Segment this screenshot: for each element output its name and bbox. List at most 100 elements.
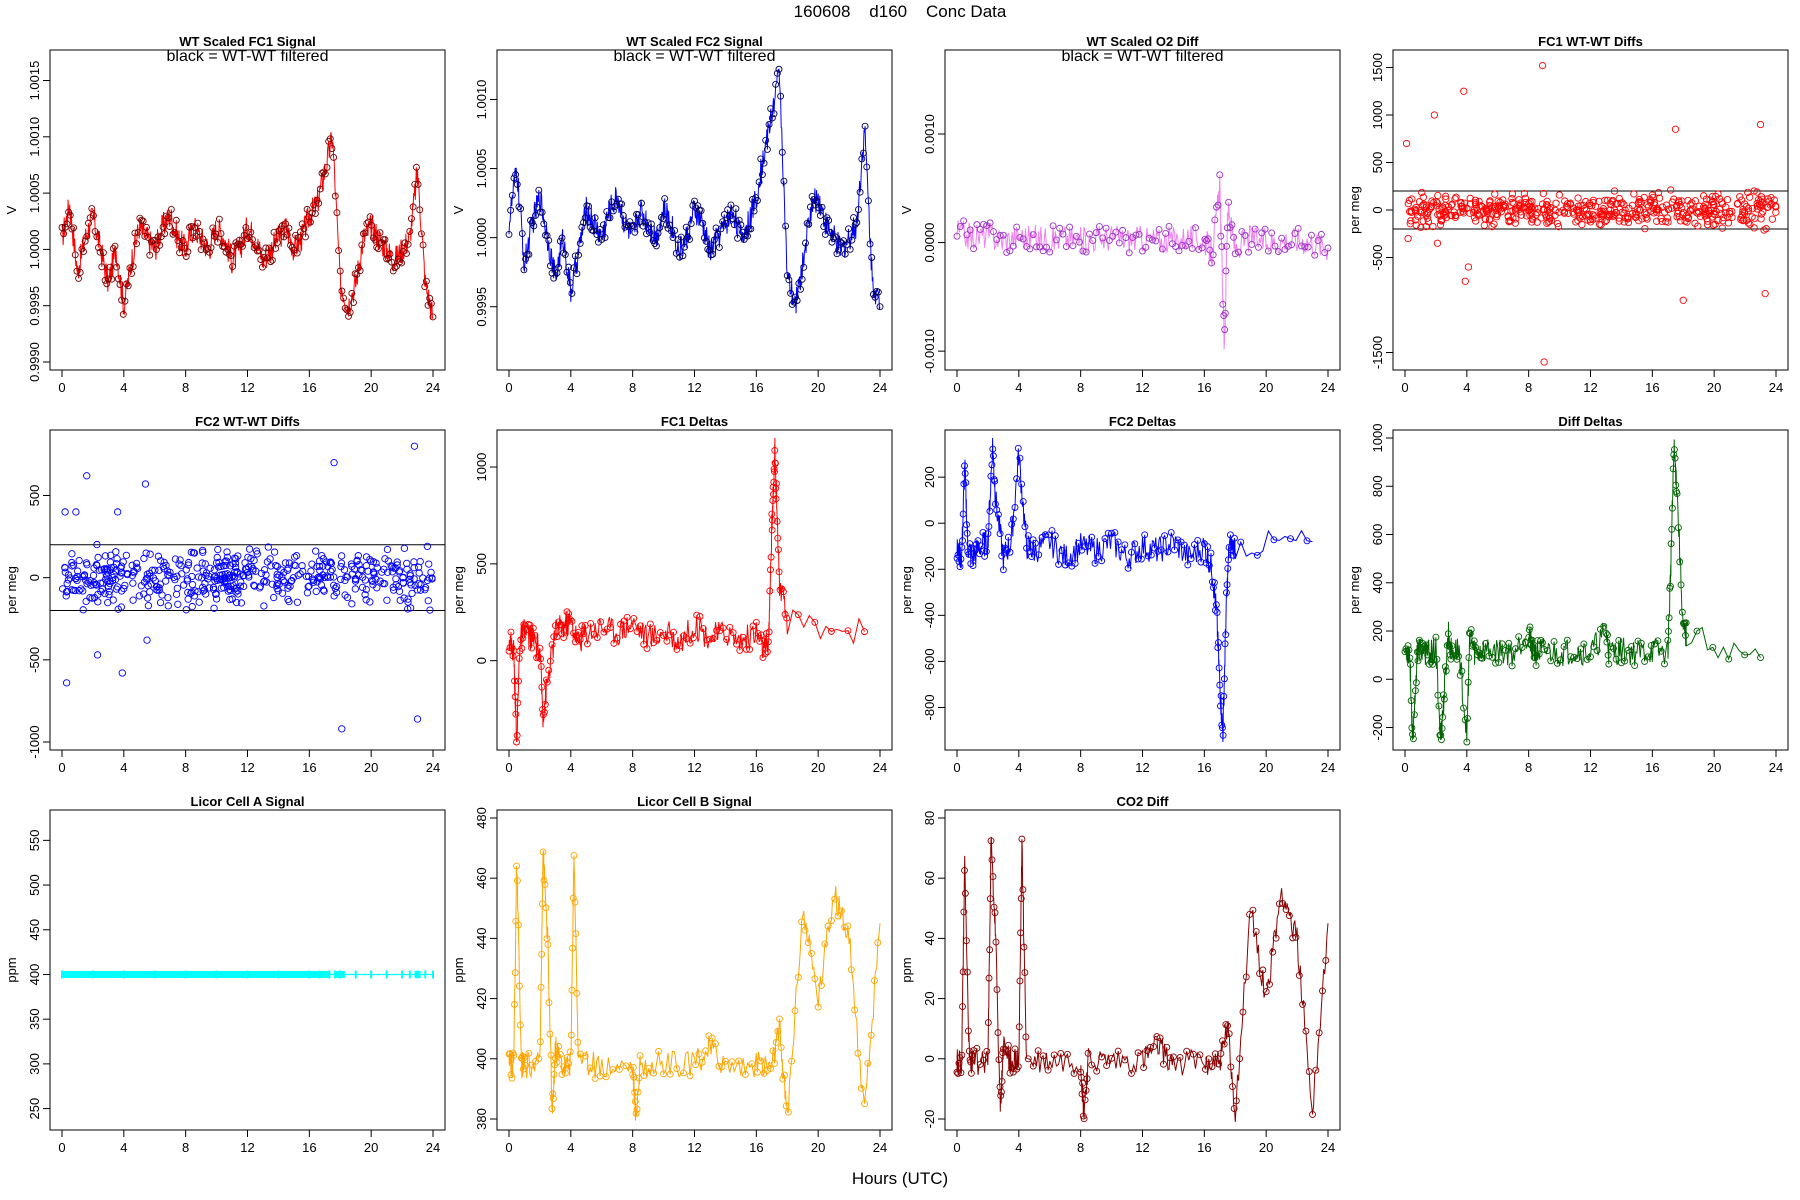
data-point [573, 270, 581, 278]
x-tick-label: 20 [811, 1140, 825, 1155]
data-point [383, 545, 392, 554]
x-tick-label: 20 [1707, 760, 1721, 775]
data-point [519, 1065, 527, 1073]
data-point [825, 217, 833, 224]
data-point [1579, 212, 1587, 220]
data-point [511, 677, 518, 685]
data-point [1529, 644, 1537, 652]
data-point [794, 611, 802, 619]
data-point [1665, 627, 1672, 635]
data-point [1144, 552, 1152, 560]
data-point [258, 263, 266, 271]
data-point [403, 249, 410, 257]
data-point [275, 580, 283, 588]
data-point [818, 981, 825, 989]
data-point [1041, 531, 1049, 539]
data-point [1621, 657, 1629, 665]
y-tick-label: 400 [474, 1048, 489, 1070]
data-point [1492, 659, 1499, 667]
data-point [558, 234, 566, 242]
data-point [744, 232, 751, 240]
data-point [1093, 1067, 1101, 1075]
data-point [1236, 1055, 1244, 1063]
data-point [571, 898, 579, 906]
data-point [957, 1069, 965, 1077]
data-point [747, 225, 755, 233]
data-point [1676, 200, 1684, 209]
data-point [1603, 638, 1611, 646]
y-tick-label: 1000 [1370, 101, 1385, 130]
y-tick-label: 600 [1370, 524, 1385, 546]
data-point [1554, 222, 1563, 231]
data-point [762, 136, 770, 144]
x-tick-label: 24 [1321, 760, 1335, 775]
x-tick-label: 8 [1077, 1140, 1084, 1155]
data-point [315, 562, 324, 571]
data-point [1319, 987, 1326, 995]
data-point [399, 579, 407, 587]
x-tick-label: 20 [1707, 380, 1721, 395]
data-point [1550, 638, 1558, 645]
data-point [1432, 633, 1440, 641]
data-point [1530, 653, 1538, 661]
data-point [396, 596, 404, 604]
data-point [566, 616, 574, 624]
data-point [1024, 532, 1032, 540]
data-point [692, 1061, 700, 1069]
data-point [1538, 200, 1547, 208]
data-point [81, 237, 89, 245]
data-point [979, 529, 987, 536]
data-point [1187, 555, 1195, 563]
data-point [643, 230, 650, 238]
x-tick-label: 4 [567, 380, 574, 395]
data-point [229, 263, 237, 271]
data-point [1079, 1112, 1087, 1120]
data-point [1444, 203, 1452, 211]
data-point [204, 244, 212, 252]
data-point [959, 1003, 966, 1011]
data-point [1109, 232, 1117, 240]
data-point [729, 215, 737, 223]
y-tick-label: -800 [922, 694, 937, 720]
data-point [105, 587, 113, 596]
data-point [1654, 188, 1663, 197]
data-point [1004, 533, 1012, 541]
y-tick-label: 460 [474, 867, 489, 889]
data-point [963, 529, 971, 537]
data-point [515, 654, 523, 662]
y-axis-label: V [451, 205, 466, 214]
data-point [641, 218, 649, 226]
data-point [717, 225, 725, 233]
data-point [772, 80, 780, 88]
data-point [777, 92, 785, 100]
data-point [179, 237, 187, 244]
data-point [650, 1069, 658, 1077]
data-point [545, 666, 553, 674]
data-point [1015, 1023, 1023, 1031]
data-point [984, 1019, 992, 1026]
data-point [1176, 1053, 1184, 1061]
x-tick-label: 12 [1583, 760, 1597, 775]
data-point [1102, 224, 1110, 232]
data-point [241, 565, 250, 573]
data-point [876, 303, 884, 311]
data-point [700, 234, 708, 242]
data-point [1122, 234, 1130, 242]
data-point [1672, 203, 1681, 211]
data-point [771, 459, 779, 467]
data-point [1055, 560, 1063, 568]
data-point [784, 1108, 792, 1116]
data-point [1724, 219, 1733, 227]
data-point [1508, 190, 1517, 198]
plot-frame [944, 429, 1341, 751]
data-point [409, 203, 417, 211]
data-point [763, 648, 771, 656]
data-point [782, 1102, 790, 1110]
data-point [1517, 211, 1526, 219]
data-point [1251, 225, 1259, 233]
data-point [1422, 222, 1430, 231]
data-point [187, 222, 195, 230]
data-point [1441, 663, 1449, 671]
data-point [1510, 199, 1518, 208]
data-point [232, 555, 240, 563]
